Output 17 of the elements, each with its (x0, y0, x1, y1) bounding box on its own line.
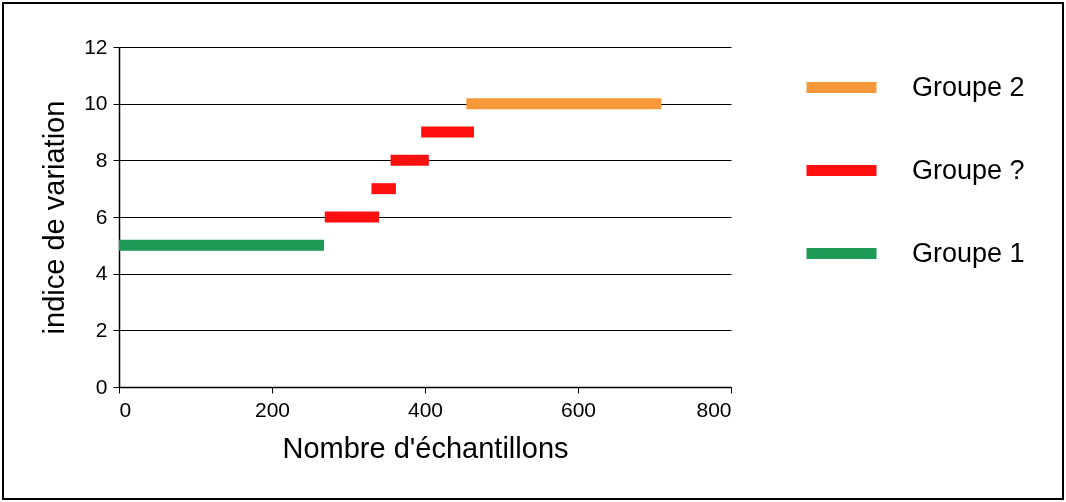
y-tick-label: 2 (95, 317, 108, 341)
legend-label: Groupe ? (912, 154, 1025, 185)
x-tick-label: 600 (560, 397, 597, 421)
y-tick-label: 12 (84, 34, 108, 58)
legend-label: Groupe 2 (912, 71, 1025, 102)
y-tick-label: 8 (95, 147, 108, 171)
y-tick-label: 10 (84, 91, 108, 115)
x-tick-label: 0 (119, 397, 132, 421)
legend-label: Groupe 1 (912, 237, 1025, 268)
x-tick-label: 200 (254, 397, 291, 421)
x-axis-title: Nombre d'échantillons (282, 431, 569, 464)
x-tick-label: 400 (407, 397, 444, 421)
x-tick-label: 800 (696, 397, 732, 421)
y-tick-label: 0 (95, 374, 108, 398)
y-tick-label: 4 (95, 261, 108, 285)
y-tick-label: 6 (95, 204, 108, 228)
y-axis-title: indice de variation (38, 100, 71, 335)
